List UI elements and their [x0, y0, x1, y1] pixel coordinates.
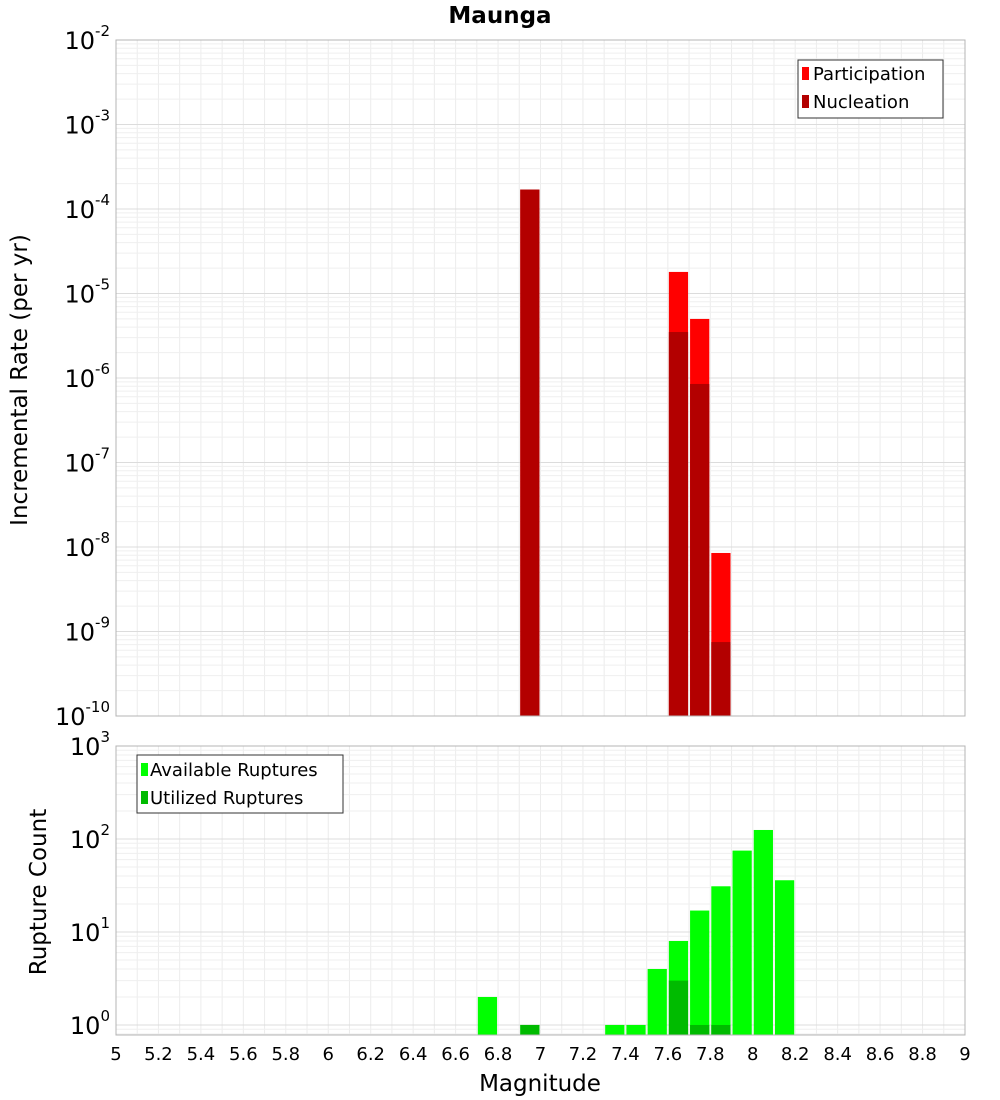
available-ruptures-bar: [711, 886, 731, 1035]
count-y-tick-label: 102: [70, 821, 110, 854]
count-y-tick-label: 101: [70, 914, 110, 947]
available-ruptures-bar: [690, 910, 710, 1035]
participation-legend-swatch: [802, 67, 809, 80]
available-ruptures-bar: [753, 829, 773, 1035]
rate-legend-box: [797, 59, 944, 119]
x-tick-label: 8.2: [781, 1044, 810, 1065]
chart-title: Maunga: [448, 3, 551, 29]
rate-plot-border: [115, 39, 966, 717]
available-ruptures-bar: [605, 1024, 625, 1035]
nucleation-bar: [711, 642, 731, 716]
available-ruptures-bar: [647, 968, 667, 1035]
x-tick-label: 5.2: [144, 1044, 173, 1065]
utilized-ruptures-legend-swatch: [141, 791, 148, 804]
count-legend: Available Ruptures Utilized Ruptures: [136, 754, 344, 814]
x-tick-label: 8.4: [823, 1044, 852, 1065]
count-y-tick-label: 103: [70, 728, 110, 761]
x-tick-label: 9: [959, 1044, 970, 1065]
x-tick-label: 6.4: [399, 1044, 428, 1065]
rate-y-tick-label: 10-3: [64, 107, 110, 140]
count-plot-border: [115, 745, 966, 1036]
x-tick-label: 5.6: [229, 1044, 258, 1065]
nucleation-legend-swatch: [802, 95, 809, 108]
available-ruptures-bar: [732, 850, 752, 1035]
available-ruptures-bar: [626, 1024, 646, 1035]
rate-y-tick-label: 10-10: [55, 698, 110, 731]
rate-y-tick-label: 10-8: [64, 529, 110, 562]
rate-y-tick-label: 10-6: [64, 360, 110, 393]
count-legend-box: [136, 754, 344, 814]
count-bars: [477, 829, 795, 1035]
x-tick-label: 8.8: [908, 1044, 937, 1065]
rate-y-ticks: 10-2 10-3 10-4 10-5 10-6 10-7 10-8 10-9 10-10: [55, 22, 110, 731]
rate-y-tick-label: 10-7: [64, 445, 110, 478]
rate-y-tick-label: 10-4: [64, 191, 110, 224]
x-tick-label: 6: [323, 1044, 334, 1065]
x-tick-label: 5.8: [271, 1044, 300, 1065]
rate-legend: Participation Nucleation: [797, 59, 944, 119]
x-tick-label: 7.4: [611, 1044, 640, 1065]
available-ruptures-legend-swatch: [141, 763, 148, 776]
utilized-ruptures-legend-label: Utilized Ruptures: [150, 788, 303, 809]
nucleation-bar: [520, 189, 540, 716]
participation-legend-label: Participation: [813, 64, 925, 85]
count-y-ticks: 103 102 101 100: [70, 728, 110, 1040]
x-tick-label: 6.6: [441, 1044, 470, 1065]
x-tick-label: 8.6: [866, 1044, 895, 1065]
rate-panel: 10-2 10-3 10-4 10-5 10-6 10-7 10-8 10-9 10-10 In…: [7, 22, 966, 731]
x-tick-label: 6.8: [484, 1044, 513, 1065]
x-tick-label: 5: [110, 1044, 121, 1065]
rate-y-axis-label: Incremental Rate (per yr): [7, 234, 33, 526]
utilized-ruptures-bar: [520, 1024, 540, 1035]
x-tick-label: 7.2: [569, 1044, 598, 1065]
available-ruptures-bar: [477, 996, 498, 1035]
rate-y-tick-label: 10-5: [64, 276, 110, 309]
nucleation-legend-label: Nucleation: [813, 92, 909, 113]
count-y-tick-label: 100: [70, 1007, 110, 1040]
utilized-ruptures-bar: [668, 980, 689, 1035]
x-tick-label: 7: [535, 1044, 546, 1065]
x-tick-label: 5.4: [187, 1044, 216, 1065]
count-panel: 103 102 101 100 Rupture Count Available Rup…: [26, 728, 966, 1040]
rate-bars: [520, 189, 731, 716]
utilized-ruptures-bar: [690, 1024, 710, 1035]
available-ruptures-bar: [774, 880, 795, 1035]
x-tick-label: 8: [747, 1044, 758, 1065]
available-ruptures-legend-label: Available Ruptures: [150, 760, 318, 781]
x-tick-label: 6.2: [356, 1044, 385, 1065]
count-y-axis-label: Rupture Count: [26, 809, 52, 975]
utilized-ruptures-bar: [711, 1024, 731, 1035]
rate-grid: [115, 39, 966, 717]
nucleation-bar: [690, 383, 710, 716]
rate-y-tick-label: 10-9: [64, 614, 110, 647]
x-tick-label: 7.8: [696, 1044, 725, 1065]
x-axis-label: Magnitude: [479, 1071, 601, 1097]
rate-y-tick-label: 10-2: [64, 22, 110, 55]
x-axis-ticks: 5 5.2 5.4 5.6 5.8 6 6.2 6.4 6.6 6.8 7 7.2 7.4 7.6 7.8 8…: [110, 1044, 970, 1065]
nucleation-bar: [668, 332, 689, 716]
x-tick-label: 7.6: [654, 1044, 683, 1065]
